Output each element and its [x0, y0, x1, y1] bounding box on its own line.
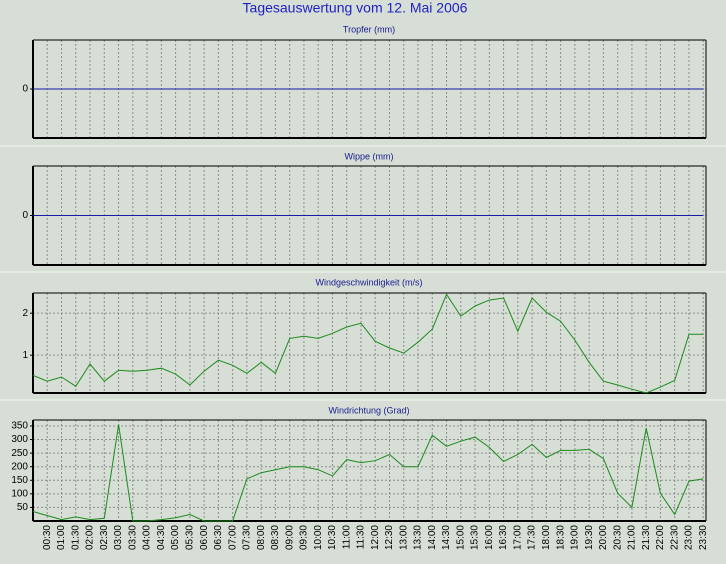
- x-tick-label: 19:00: [570, 525, 581, 550]
- x-tick-label: 09:30: [299, 525, 310, 550]
- x-tick-label: 08:30: [270, 525, 281, 550]
- y-tick-label: 0: [22, 210, 28, 221]
- x-tick-label: 10:30: [327, 525, 338, 550]
- x-tick-label: 17:00: [512, 525, 523, 550]
- panel-title: Tropfer (mm): [343, 24, 395, 34]
- x-tick-label: 00:30: [42, 525, 53, 550]
- y-tick-label: 0: [22, 84, 28, 95]
- y-tick-label: 200: [11, 461, 28, 472]
- x-tick-label: 21:30: [641, 525, 652, 550]
- panel-title: Wippe (mm): [345, 151, 394, 161]
- x-tick-label: 06:30: [213, 525, 224, 550]
- x-tick-label: 09:00: [284, 525, 295, 550]
- y-tick-label: 350: [11, 421, 28, 432]
- x-tick-label: 13:30: [413, 525, 424, 550]
- x-tick-label: 18:00: [541, 525, 552, 550]
- x-tick-label: 07:00: [227, 525, 238, 550]
- x-tick-label: 12:30: [384, 525, 395, 550]
- x-tick-label: 14:30: [441, 525, 452, 550]
- panel-title: Windgeschwindigkeit (m/s): [315, 277, 422, 287]
- x-tick-label: 15:00: [455, 525, 466, 550]
- y-tick-label: 150: [11, 475, 28, 486]
- x-tick-label: 07:30: [242, 525, 253, 550]
- x-tick-label: 23:30: [698, 525, 709, 550]
- x-tick-label: 16:00: [484, 525, 495, 550]
- x-tick-label: 22:00: [655, 525, 666, 550]
- x-tick-label: 05:00: [170, 525, 181, 550]
- x-tick-label: 02:00: [85, 525, 96, 550]
- x-tick-label: 15:30: [470, 525, 481, 550]
- x-tick-label: 03:00: [113, 525, 124, 550]
- x-tick-label: 02:30: [99, 525, 110, 550]
- x-tick-label: 01:00: [56, 525, 67, 550]
- y-tick-label: 1: [22, 350, 28, 361]
- x-tick-label: 14:00: [427, 525, 438, 550]
- y-tick-label: 50: [17, 502, 29, 513]
- x-tick-label: 08:00: [256, 525, 267, 550]
- data-line: [32, 293, 704, 394]
- x-tick-label: 19:30: [584, 525, 595, 550]
- y-tick-label: 250: [11, 448, 28, 459]
- panel-title: Windrichtung (Grad): [328, 405, 409, 415]
- x-tick-label: 17:30: [527, 525, 538, 550]
- x-tick-label: 13:00: [398, 525, 409, 550]
- x-tick-label: 05:30: [185, 525, 196, 550]
- x-tick-label: 16:30: [498, 525, 509, 550]
- x-tick-label: 11:00: [341, 525, 352, 550]
- x-tick-label: 23:00: [684, 525, 695, 550]
- x-tick-label: 10:00: [313, 525, 324, 550]
- x-tick-label: 01:30: [70, 525, 81, 550]
- x-tick-label: 06:00: [199, 525, 210, 550]
- x-tick-label: 20:30: [612, 525, 623, 550]
- x-tick-label: 04:00: [142, 525, 153, 550]
- x-tick-label: 03:30: [127, 525, 138, 550]
- page-title: Tagesauswertung vom 12. Mai 2006: [243, 0, 468, 16]
- x-tick-label: 18:30: [555, 525, 566, 550]
- x-tick-label: 12:00: [370, 525, 381, 550]
- x-tick-label: 22:30: [669, 525, 680, 550]
- x-tick-label: 04:30: [156, 525, 167, 550]
- x-tick-label: 11:30: [356, 525, 367, 550]
- x-tick-label: 20:00: [598, 525, 609, 550]
- y-tick-label: 2: [22, 308, 28, 319]
- y-tick-label: 300: [11, 434, 28, 445]
- x-tick-label: 21:00: [627, 525, 638, 550]
- data-line: [32, 424, 704, 522]
- y-tick-label: 100: [11, 488, 28, 499]
